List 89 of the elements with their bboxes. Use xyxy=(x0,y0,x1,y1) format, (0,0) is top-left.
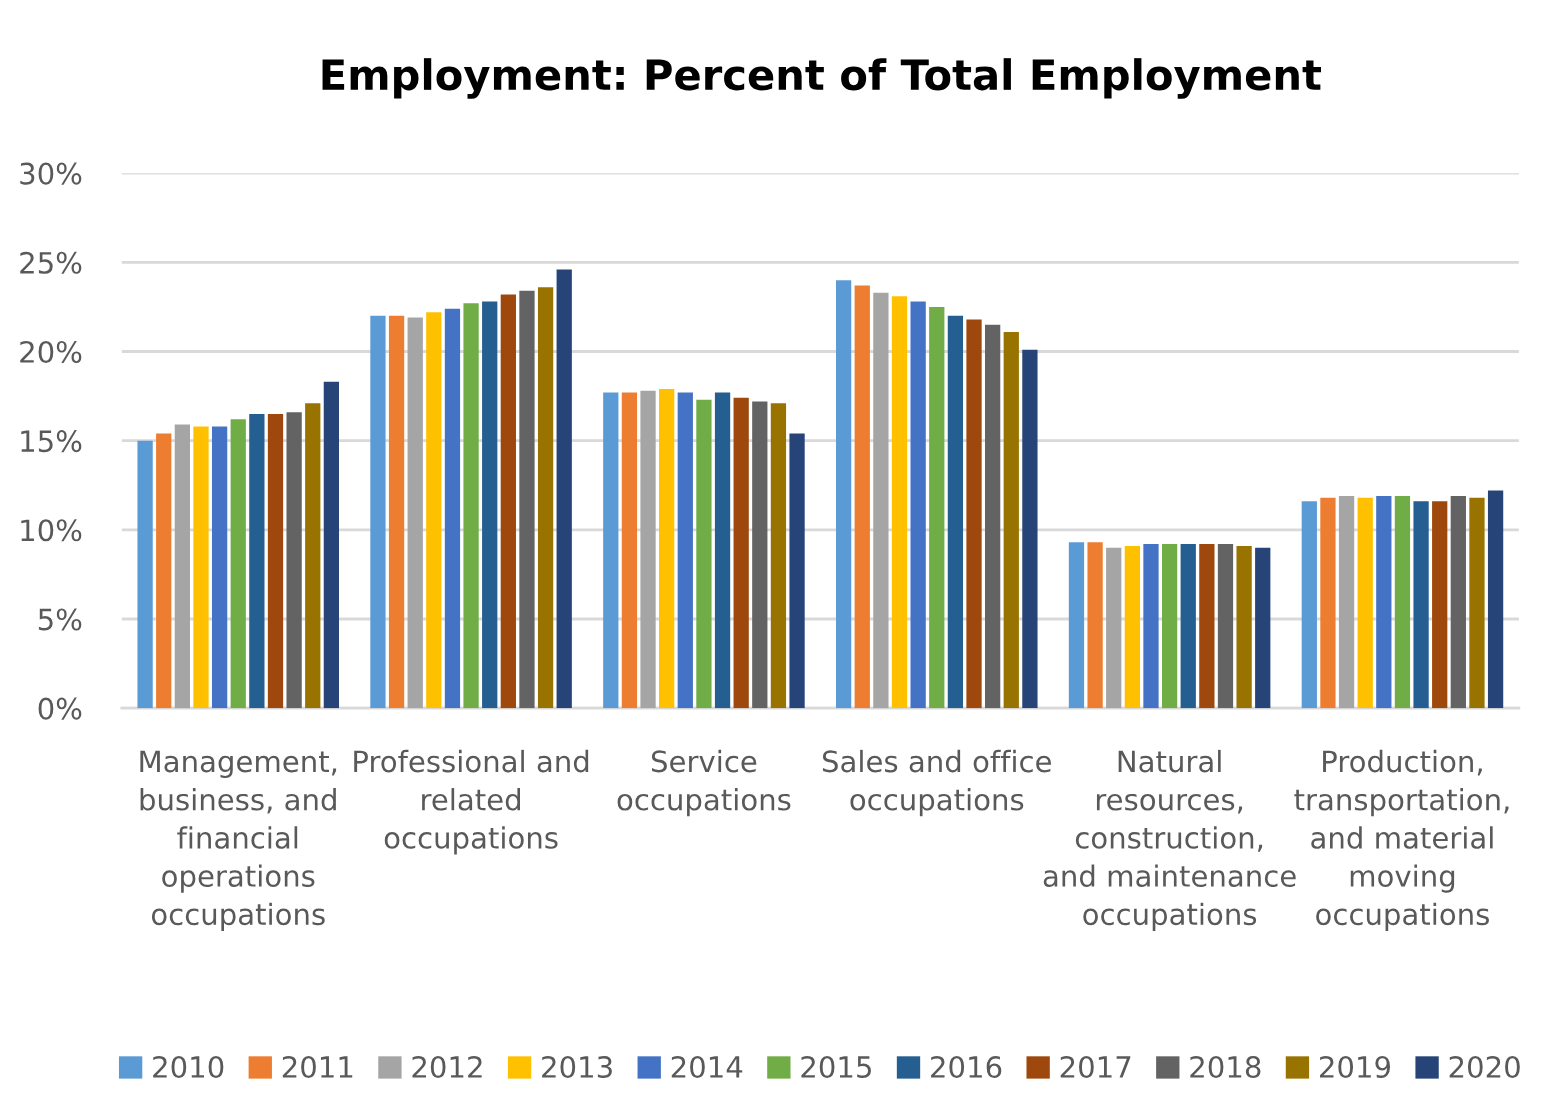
bar xyxy=(370,315,386,709)
y-tick-label: 15% xyxy=(21,430,82,453)
bar xyxy=(482,301,498,709)
bar xyxy=(621,392,638,709)
bar xyxy=(752,401,768,709)
bar xyxy=(854,285,870,709)
legend-label: 2014 xyxy=(671,1055,743,1079)
bar xyxy=(891,296,908,709)
legend-label: 2010 xyxy=(153,1055,224,1079)
bar xyxy=(873,292,889,709)
bar xyxy=(835,280,852,709)
bar xyxy=(426,312,442,709)
bar xyxy=(1301,501,1317,709)
bar xyxy=(1124,545,1140,709)
bar xyxy=(1432,501,1448,709)
y-tick-label: 20% xyxy=(20,340,82,363)
bar xyxy=(1255,547,1271,709)
bar xyxy=(463,303,479,709)
legend-label: 2013 xyxy=(542,1055,612,1079)
bar xyxy=(156,433,172,709)
bar xyxy=(407,317,423,709)
bar xyxy=(1338,495,1355,709)
bar xyxy=(929,306,945,709)
bar xyxy=(1161,544,1178,709)
bar xyxy=(640,390,656,709)
bar xyxy=(910,301,926,709)
legend-label: 2020 xyxy=(1449,1055,1520,1079)
legend-label: 2016 xyxy=(931,1055,1002,1079)
bar xyxy=(1413,501,1429,709)
bar xyxy=(677,392,693,709)
bar xyxy=(323,381,340,709)
bar xyxy=(193,426,209,709)
bar xyxy=(211,426,228,709)
bar xyxy=(789,433,805,709)
bar xyxy=(286,412,302,709)
bar xyxy=(1199,544,1215,709)
legend-label: 2018 xyxy=(1190,1055,1261,1079)
bar xyxy=(1320,497,1336,709)
bar xyxy=(1022,349,1038,709)
bar xyxy=(1106,547,1122,709)
bar xyxy=(174,424,190,709)
bar xyxy=(770,403,787,709)
legend-label: 2019 xyxy=(1319,1055,1391,1079)
legend-label: 2015 xyxy=(801,1055,871,1079)
bar xyxy=(556,269,572,709)
y-tick-label: 0% xyxy=(38,697,82,720)
chart-title: Employment: Percent of Total Employment xyxy=(322,58,1321,99)
x-tick-label: Professional and related occupations xyxy=(354,749,589,855)
bar xyxy=(1143,544,1159,709)
bar xyxy=(267,413,284,709)
bar xyxy=(1469,497,1485,709)
y-tick-label: 30% xyxy=(20,162,82,185)
y-tick-label: 10% xyxy=(21,519,82,542)
bar xyxy=(500,294,516,709)
x-tick-label: Sales and office occupations xyxy=(822,749,1051,817)
bar xyxy=(1450,495,1466,709)
legend-label: 2017 xyxy=(1060,1055,1131,1079)
bar xyxy=(1087,542,1103,709)
bar xyxy=(1236,545,1252,709)
bar xyxy=(1003,331,1019,709)
bar xyxy=(1394,495,1411,709)
legend-label: 2011 xyxy=(282,1055,353,1079)
bar xyxy=(388,315,405,709)
bar xyxy=(305,403,321,709)
bar xyxy=(1376,495,1392,709)
bar xyxy=(1180,544,1196,709)
x-tick-label: Service occupations xyxy=(617,749,791,817)
bar xyxy=(985,324,1001,709)
bar xyxy=(1217,544,1234,709)
bar xyxy=(537,287,554,709)
bar xyxy=(1487,490,1504,709)
bar xyxy=(947,315,964,709)
bar xyxy=(696,399,712,709)
bar xyxy=(603,392,619,709)
bar xyxy=(249,413,265,709)
x-tick-label: Management, business, and financial operations occupations xyxy=(140,750,337,931)
bar xyxy=(659,388,675,709)
bar xyxy=(519,290,535,709)
legend-label: 2012 xyxy=(412,1055,482,1079)
bar xyxy=(1068,542,1085,709)
y-tick-label: 5% xyxy=(38,608,82,631)
bar xyxy=(733,397,749,709)
y-tick-label: 25% xyxy=(20,251,82,274)
bar xyxy=(137,440,153,709)
bar xyxy=(966,319,982,709)
bar xyxy=(1357,497,1373,709)
bar xyxy=(230,419,246,709)
bar xyxy=(714,392,731,709)
bar xyxy=(444,308,461,709)
